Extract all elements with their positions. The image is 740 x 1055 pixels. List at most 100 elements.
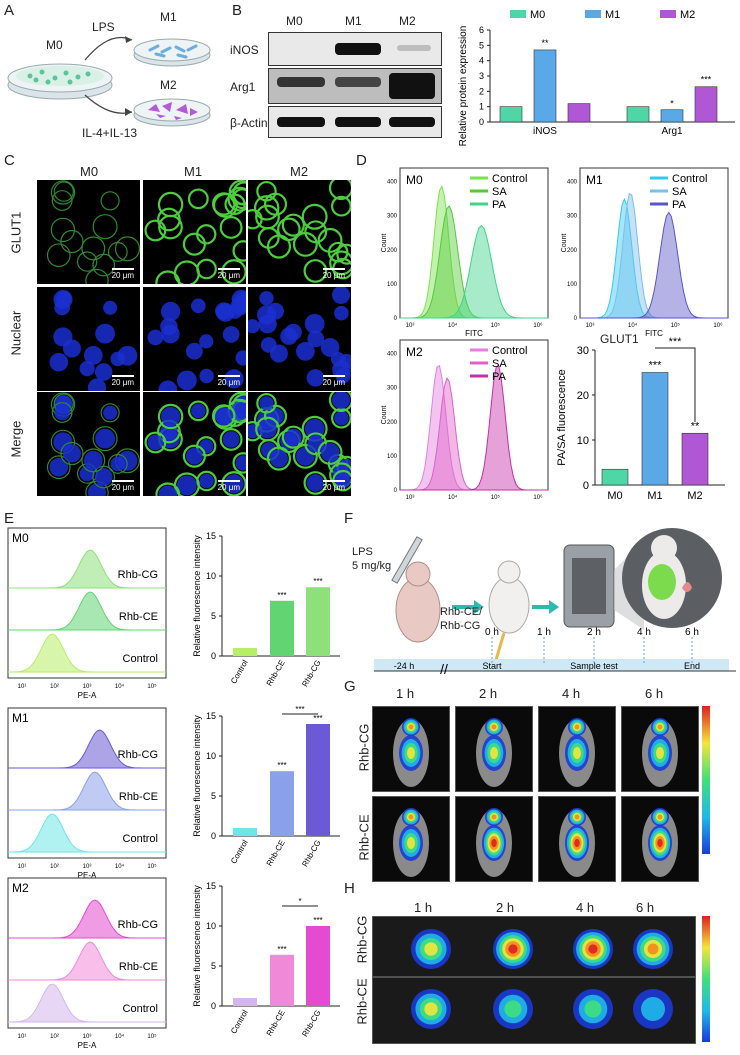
y-tick-label: 200 bbox=[387, 248, 398, 254]
scale-bar: 20 μm bbox=[218, 375, 240, 387]
y-axis-label: Relative fluorescence intensity bbox=[192, 885, 202, 1007]
sig-label: *** bbox=[313, 916, 322, 925]
x-tick-label: 10⁶ bbox=[713, 322, 723, 329]
axis-label: End bbox=[684, 661, 700, 671]
histogram-label: Rhb-CG bbox=[118, 749, 158, 761]
legend-label: PA bbox=[492, 199, 507, 211]
x-tick-label: 10³ bbox=[83, 864, 92, 870]
blot-lane-m1: M1 bbox=[345, 14, 362, 28]
histogram-curve bbox=[400, 224, 548, 319]
y-tick-label: 0 bbox=[583, 480, 589, 492]
macrophage-polarization-schematic bbox=[7, 36, 211, 127]
x-tick-label: 10³ bbox=[83, 1034, 92, 1040]
histogram-label: Control bbox=[123, 1003, 158, 1015]
x-tick-label: 10³ bbox=[586, 323, 595, 329]
y-axis-label: Relative protein expression bbox=[458, 26, 469, 147]
y-tick-label: 1 bbox=[479, 102, 484, 112]
histogram-curve bbox=[400, 376, 548, 491]
bar bbox=[694, 86, 718, 123]
bar bbox=[270, 600, 294, 656]
x-tick-label: 10⁶ bbox=[533, 494, 543, 500]
x-tick-label: 10¹ bbox=[18, 864, 27, 870]
micrograph-nuclear-m1: 20 μm bbox=[143, 287, 246, 391]
scale-bar: 20 μm bbox=[218, 268, 240, 280]
bar bbox=[306, 724, 330, 836]
histogram-title: M0 bbox=[12, 531, 29, 545]
whole-body-image bbox=[538, 796, 616, 882]
bar bbox=[660, 109, 684, 123]
y-tick-label: 5 bbox=[211, 961, 216, 971]
bar bbox=[533, 49, 557, 123]
imaging-time-label: 1 h bbox=[396, 686, 415, 701]
sig-label: *** bbox=[669, 336, 683, 348]
color-scale-bar bbox=[702, 706, 710, 854]
legend-label: PA bbox=[672, 199, 687, 211]
y-tick-label: 10 bbox=[577, 435, 589, 447]
histogram-curve bbox=[8, 633, 166, 673]
y-axis-label: Count bbox=[381, 234, 388, 253]
bar bbox=[681, 432, 709, 486]
y-tick-label: 10 bbox=[206, 571, 216, 581]
x-tick-label: Rhb-CG bbox=[300, 1009, 322, 1039]
sig-label: ** bbox=[541, 38, 549, 48]
sig-label: *** bbox=[277, 945, 286, 954]
time-label: 2 h bbox=[587, 627, 601, 638]
micrograph-glut1-m0: 20 μm bbox=[37, 180, 140, 284]
histogram-frame bbox=[7, 527, 167, 679]
y-tick-label: 0 bbox=[479, 117, 484, 127]
x-axis-label: FITC bbox=[645, 329, 663, 338]
y-tick-label: 6 bbox=[479, 25, 484, 35]
legend-label: Control bbox=[492, 173, 527, 185]
mouse-icon bbox=[488, 576, 530, 634]
y-tick-label: 100 bbox=[567, 282, 578, 288]
lung-row-label: Rhb-CE bbox=[354, 978, 370, 1025]
legend-label: Control bbox=[672, 173, 707, 185]
x-axis-label: PE-A bbox=[78, 1041, 97, 1050]
x-axis-label: PE-A bbox=[78, 691, 97, 700]
histogram-label: Control bbox=[123, 833, 158, 845]
bar bbox=[306, 926, 330, 1006]
y-tick-label: 15 bbox=[206, 531, 216, 541]
y-tick-label: 5 bbox=[479, 40, 484, 50]
x-tick-label: 10⁵ bbox=[671, 322, 681, 329]
time-label: 0 h bbox=[485, 627, 499, 638]
m2-label: M2 bbox=[160, 78, 177, 92]
x-tick-label: 10⁶ bbox=[533, 322, 543, 329]
imaging-row-label: Rhb-CG bbox=[356, 723, 372, 772]
micro-col-m1: M1 bbox=[184, 164, 203, 179]
blot-lane-m2: M2 bbox=[399, 14, 416, 28]
lung-row-label: Rhb-CG bbox=[354, 915, 370, 964]
legend-label: M1 bbox=[605, 9, 620, 21]
blot-inos bbox=[268, 32, 442, 66]
panel-g-label: G bbox=[344, 678, 356, 695]
legend-label: SA bbox=[492, 358, 507, 370]
y-tick-label: 0 bbox=[211, 831, 216, 841]
scale-bar: 20 μm bbox=[112, 480, 134, 492]
x-tick-label: 10³ bbox=[406, 323, 415, 329]
mouse-icon bbox=[395, 577, 441, 643]
x-tick-label: 10⁵ bbox=[491, 322, 501, 329]
x-tick-label: Control bbox=[229, 1008, 250, 1035]
lung-time-label: 1 h bbox=[414, 900, 433, 915]
histogram-title: M2 bbox=[406, 345, 423, 359]
syringe-icon bbox=[391, 536, 423, 584]
scale-bar: 20 μm bbox=[323, 480, 345, 492]
micrograph-glut1-m1: 20 μm bbox=[143, 180, 246, 284]
lung-imaging-panel bbox=[372, 916, 696, 1044]
inject-label: Rhb-CE/ Rhb-CG bbox=[440, 606, 483, 632]
x-tick-label: M2 bbox=[687, 490, 702, 500]
x-tick-label: 10⁵ bbox=[491, 494, 501, 500]
scale-bar: 20 μm bbox=[323, 375, 345, 387]
y-tick-label: 15 bbox=[206, 711, 216, 721]
y-tick-label: 15 bbox=[206, 881, 216, 891]
histogram-curve bbox=[8, 771, 166, 811]
x-tick-label: 10⁵ bbox=[147, 863, 157, 870]
histogram-curve bbox=[8, 591, 166, 631]
micrograph-nuclear-m0: 20 μm bbox=[37, 287, 140, 391]
histogram-label: Rhb-CE bbox=[119, 961, 158, 973]
micrograph-glut1-m2: 20 μm bbox=[248, 180, 351, 284]
whole-body-image bbox=[372, 706, 450, 792]
bar bbox=[499, 106, 523, 123]
y-tick-label: 10 bbox=[206, 921, 216, 931]
legend-label: SA bbox=[492, 186, 507, 198]
